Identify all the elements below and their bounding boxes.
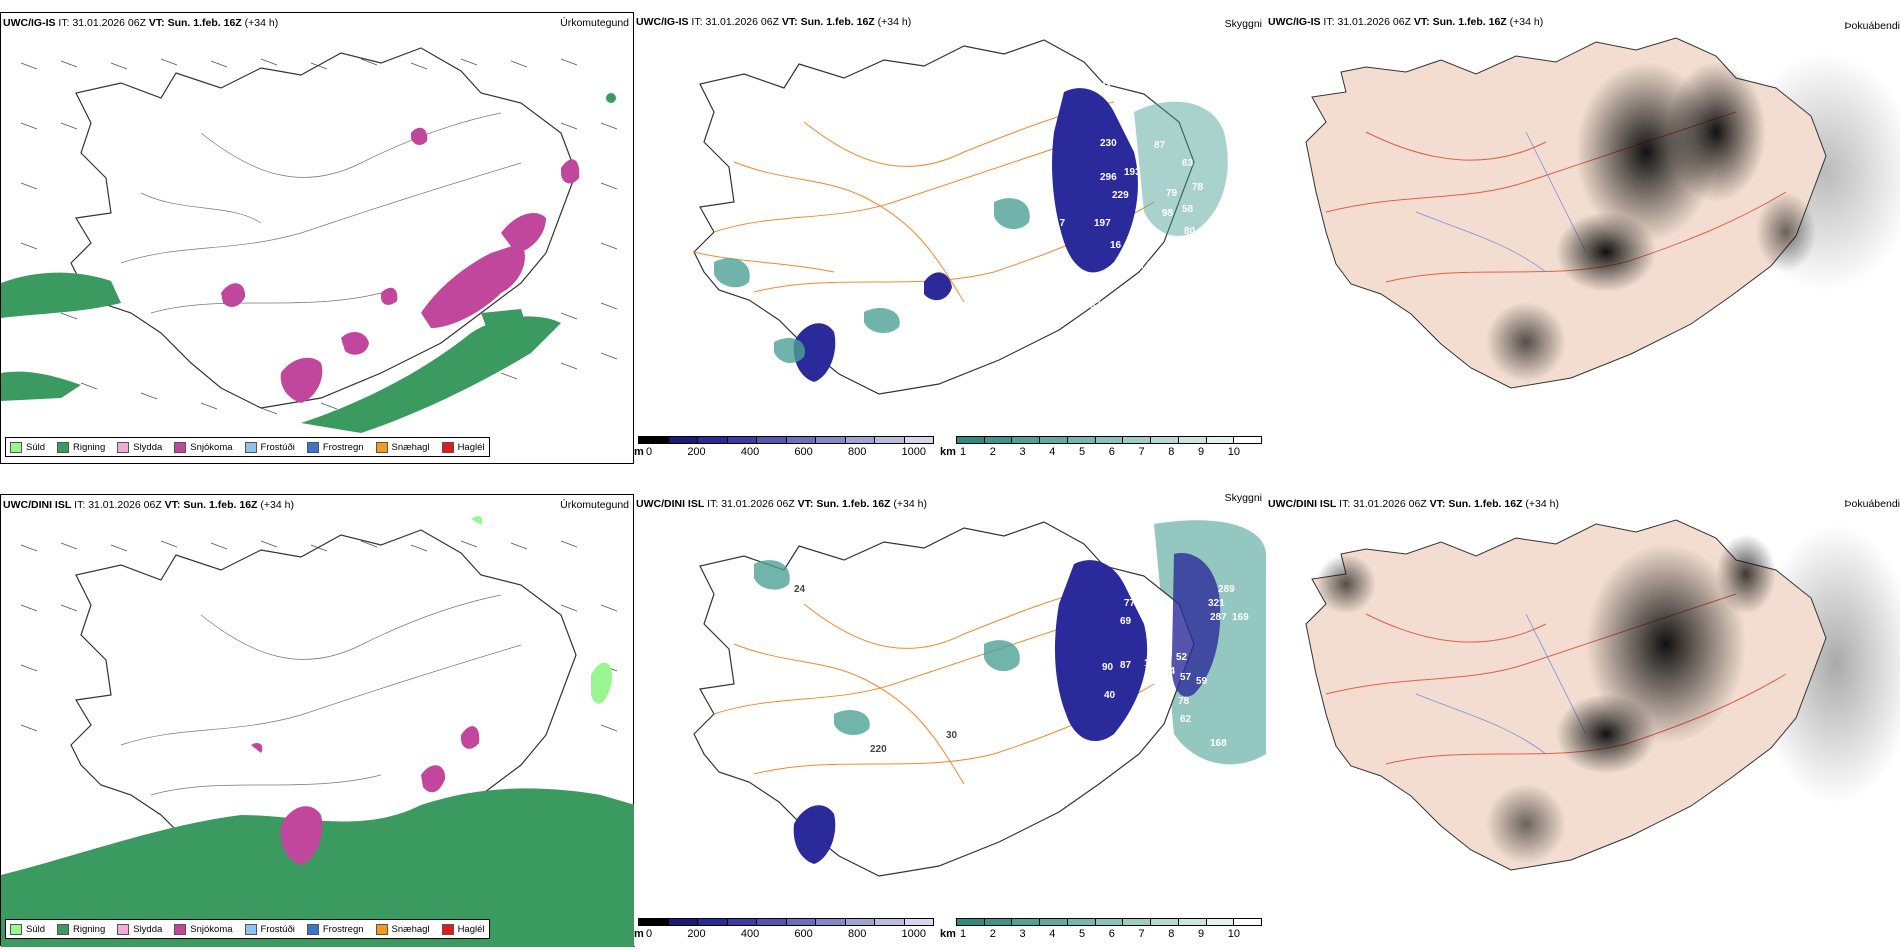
wind-barbs bbox=[20, 540, 618, 732]
snow-areas bbox=[251, 726, 480, 865]
legend-item-hagel: Haglél bbox=[441, 923, 485, 935]
fog-areas bbox=[1316, 534, 1776, 864]
panel-title-cloud: Skyggni bbox=[1224, 492, 1262, 504]
precip-panel-top: UWC/IG-IS IT: 31.01.2026 06Z VT: Sun. 1.… bbox=[0, 12, 634, 464]
visibility-colorbar-top: km 1 2 3 4 5 6 7 8 9 10 bbox=[940, 436, 1264, 462]
legend-item-hagel: Haglél bbox=[441, 441, 485, 453]
precip-map-bottom bbox=[1, 516, 635, 947]
legend-item-sud: Súld bbox=[10, 923, 45, 935]
cloud-panel-top: UWC/IG-IS IT: 31.01.2026 06Z VT: Sun. 1.… bbox=[634, 12, 1322, 464]
snow-areas bbox=[221, 127, 580, 403]
fog-map-top bbox=[1305, 37, 1900, 389]
legend-item-snaehagl: Snæhagl bbox=[375, 441, 430, 453]
panel-title-fog: Þokuábendi bbox=[1844, 20, 1900, 32]
legend-item-slydda: Slydda bbox=[117, 923, 162, 935]
precip-panel-bottom: UWC/DINI ISL IT: 31.01.2026 06Z VT: Sun.… bbox=[0, 494, 635, 947]
cloud-map-bottom bbox=[693, 520, 1266, 877]
legend-item-snjokoma: Snjókoma bbox=[174, 441, 233, 453]
panel-title-cloud: Skyggni bbox=[1224, 18, 1262, 30]
precip-legend-top: Súld Rigning Slydda Snjókoma Frostúði Fr… bbox=[5, 437, 490, 457]
fog-panel-top: UWC/IG-IS IT: 31.01.2026 06Z VT: Sun. 1.… bbox=[1266, 12, 1900, 464]
fog-map-bottom bbox=[1305, 519, 1900, 871]
legend-item-slydda: Slydda bbox=[117, 441, 162, 453]
visibility-colorbar-bottom: km 1 2 3 4 5 6 7 8 9 10 bbox=[940, 918, 1264, 944]
cloud-map-top bbox=[693, 39, 1228, 395]
header-bottom-precip: UWC/DINI ISL IT: 31.01.2026 06Z VT: Sun.… bbox=[3, 499, 294, 511]
visibility bbox=[754, 560, 1020, 736]
legend-item-frostudi: Frostúði bbox=[244, 923, 295, 935]
cloud-base-colorbar-top: m 0 200 400 600 800 1000 bbox=[634, 436, 934, 462]
legend-item-rigning: Rigning bbox=[57, 441, 105, 453]
roads bbox=[120, 112, 522, 314]
header-top-fog: UWC/IG-IS IT: 31.01.2026 06Z VT: Sun. 1.… bbox=[1268, 16, 1544, 28]
visibility bbox=[714, 101, 1228, 364]
rain-areas bbox=[1, 788, 635, 947]
legend-item-snaehagl: Snæhagl bbox=[375, 923, 430, 935]
cloud-panel-bottom: UWC/DINI ISL IT: 31.01.2026 06Z VT: Sun.… bbox=[634, 492, 1322, 946]
low-cloud bbox=[793, 553, 1221, 864]
legend-item-sud: Súld bbox=[10, 441, 45, 453]
legend-item-frostregn: Frostregn bbox=[306, 923, 364, 935]
legend-item-frostudi: Frostúði bbox=[244, 441, 295, 453]
rain-areas bbox=[1, 93, 616, 433]
panel-title-fog: Þokuábendi bbox=[1844, 498, 1900, 510]
fog-panel-bottom: UWC/DINI ISL IT: 31.01.2026 06Z VT: Sun.… bbox=[1266, 494, 1900, 946]
roads bbox=[120, 594, 522, 796]
header-bottom-fog: UWC/DINI ISL IT: 31.01.2026 06Z VT: Sun.… bbox=[1268, 498, 1559, 510]
panel-title-precip: Úrkomutegund bbox=[560, 499, 629, 511]
precip-map-top bbox=[1, 47, 618, 433]
cloud-base-colorbar-bottom: m 0 200 400 600 800 1000 bbox=[634, 918, 934, 944]
panel-title-precip: Úrkomutegund bbox=[560, 17, 629, 29]
low-cloud bbox=[793, 88, 1138, 382]
legend-item-snjokoma: Snjókoma bbox=[174, 923, 233, 935]
precip-legend-bottom: Súld Rigning Slydda Snjókoma Frostúði Fr… bbox=[5, 919, 490, 939]
header-top-precip: UWC/IG-IS IT: 31.01.2026 06Z VT: Sun. 1.… bbox=[3, 17, 279, 29]
drizzle-areas bbox=[471, 516, 612, 704]
legend-item-frostregn: Frostregn bbox=[306, 441, 364, 453]
header-bottom-cloud: UWC/DINI ISL IT: 31.01.2026 06Z VT: Sun.… bbox=[636, 498, 927, 510]
fog-areas bbox=[1486, 62, 1816, 382]
legend-item-rigning: Rigning bbox=[57, 923, 105, 935]
header-top-cloud: UWC/IG-IS IT: 31.01.2026 06Z VT: Sun. 1.… bbox=[636, 16, 912, 28]
iceland-outline bbox=[70, 47, 577, 409]
